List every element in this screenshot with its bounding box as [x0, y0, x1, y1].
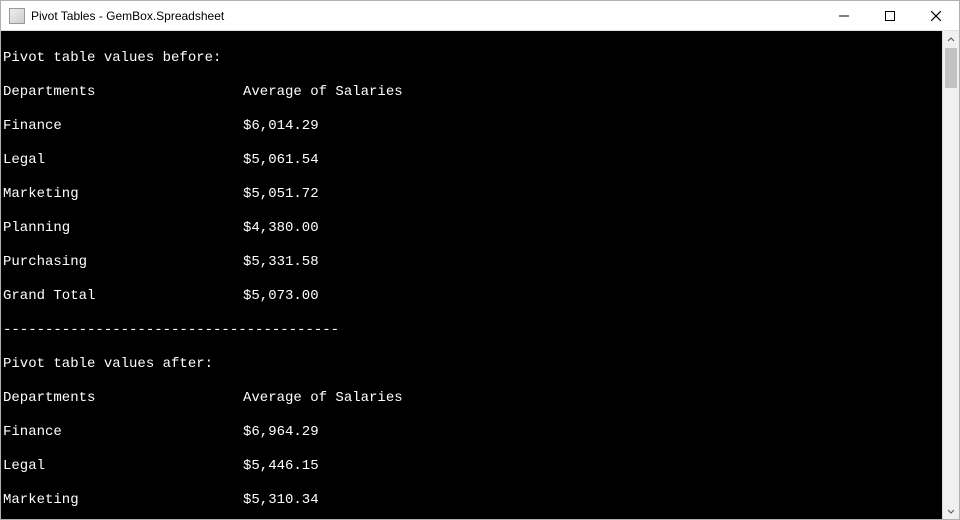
table-row: Marketing$5,051.72: [3, 186, 942, 203]
table-row: Marketing$5,310.34: [3, 492, 942, 509]
minimize-button[interactable]: [821, 1, 867, 31]
heading-text: Pivot table values after:: [3, 356, 213, 373]
scroll-down-button[interactable]: [943, 502, 959, 519]
app-window: Pivot Tables - GemBox.Spreadsheet Pivot …: [0, 0, 960, 520]
cell: $4,380.00: [243, 220, 319, 237]
table-row: Purchasing$5,331.58: [3, 254, 942, 271]
cell: Purchasing: [3, 254, 243, 271]
console-output: Pivot table values before: DepartmentsAv…: [1, 31, 942, 519]
table-row: Finance$6,014.29: [3, 118, 942, 135]
heading-text: Pivot table values before:: [3, 50, 221, 67]
app-icon: [9, 8, 25, 24]
cell: $5,331.58: [243, 254, 319, 271]
cell: $5,310.34: [243, 492, 319, 509]
col-header: Departments: [3, 390, 243, 407]
table-header: DepartmentsAverage of Salaries: [3, 84, 942, 101]
scrollbar-track[interactable]: [943, 48, 959, 502]
table-row: Finance$6,964.29: [3, 424, 942, 441]
table-row: Planning$4,380.00: [3, 220, 942, 237]
table-row: Legal$5,446.15: [3, 458, 942, 475]
close-button[interactable]: [913, 1, 959, 31]
scrollbar-thumb[interactable]: [945, 48, 957, 88]
cell: Legal: [3, 152, 243, 169]
cell: Marketing: [3, 186, 243, 203]
maximize-button[interactable]: [867, 1, 913, 31]
vertical-scrollbar[interactable]: [942, 31, 959, 519]
cell: $5,051.72: [243, 186, 319, 203]
table-row: Legal$5,061.54: [3, 152, 942, 169]
section-heading: Pivot table values after:: [3, 356, 942, 373]
col-header: Average of Salaries: [243, 390, 403, 407]
cell: Marketing: [3, 492, 243, 509]
cell: Finance: [3, 424, 243, 441]
scroll-up-button[interactable]: [943, 31, 959, 48]
cell: Finance: [3, 118, 243, 135]
separator-text: ----------------------------------------: [3, 322, 339, 339]
cell: $5,073.00: [243, 288, 319, 305]
chevron-up-icon: [947, 36, 955, 44]
chevron-down-icon: [947, 507, 955, 515]
cell: $6,964.29: [243, 424, 319, 441]
table-header: DepartmentsAverage of Salaries: [3, 390, 942, 407]
section-heading: Pivot table values before:: [3, 50, 942, 67]
cell: Legal: [3, 458, 243, 475]
table-row: Grand Total$5,073.00: [3, 288, 942, 305]
cell: $5,061.54: [243, 152, 319, 169]
cell: Grand Total: [3, 288, 243, 305]
col-header: Departments: [3, 84, 243, 101]
window-title: Pivot Tables - GemBox.Spreadsheet: [31, 9, 224, 23]
close-icon: [931, 11, 941, 21]
client-area: Pivot table values before: DepartmentsAv…: [1, 31, 959, 519]
maximize-icon: [885, 11, 895, 21]
cell: Planning: [3, 220, 243, 237]
separator: ----------------------------------------: [3, 322, 942, 339]
cell: $5,446.15: [243, 458, 319, 475]
cell: $6,014.29: [243, 118, 319, 135]
minimize-icon: [839, 11, 849, 21]
col-header: Average of Salaries: [243, 84, 403, 101]
titlebar[interactable]: Pivot Tables - GemBox.Spreadsheet: [1, 1, 959, 31]
